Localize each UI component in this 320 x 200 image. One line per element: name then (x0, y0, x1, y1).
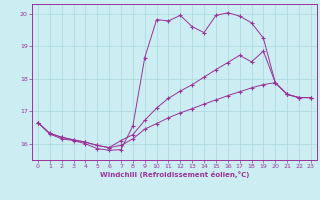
X-axis label: Windchill (Refroidissement éolien,°C): Windchill (Refroidissement éolien,°C) (100, 171, 249, 178)
